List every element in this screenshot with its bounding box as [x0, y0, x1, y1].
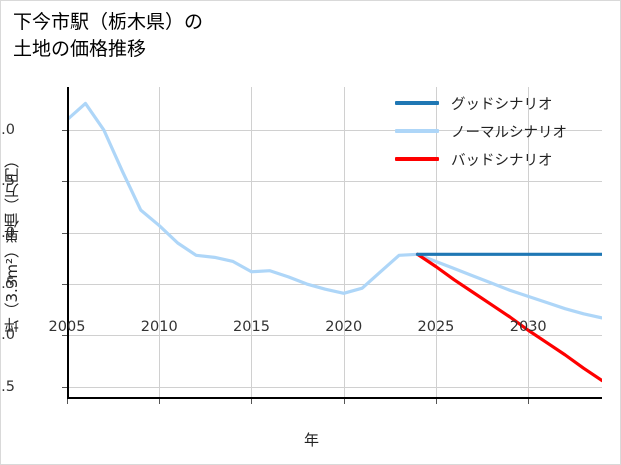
- x-axis-title: 年: [303, 431, 319, 449]
- y-tick-mark: [62, 335, 67, 336]
- legend-item[interactable]: ノーマルシナリオ: [395, 117, 610, 145]
- gridline-horizontal: [67, 181, 602, 182]
- legend-item[interactable]: グッドシナリオ: [395, 89, 610, 117]
- gridline-horizontal: [67, 284, 602, 285]
- y-tick-label: 8.0: [1, 122, 15, 139]
- x-tick-label: 2005: [48, 319, 86, 335]
- legend-color-swatch: [395, 129, 439, 133]
- gridline-horizontal: [67, 335, 602, 336]
- y-tick-mark: [62, 284, 67, 285]
- legend-color-swatch: [395, 101, 439, 105]
- y-tick-label: 6.0: [1, 327, 15, 344]
- series-line: [67, 101, 602, 320]
- gridline-horizontal: [67, 387, 602, 388]
- x-tick-label: 2015: [233, 319, 270, 335]
- data-lines: [67, 101, 602, 383]
- gridline-vertical: [436, 87, 437, 399]
- x-tick-mark: [159, 399, 160, 404]
- legend-item[interactable]: バッドシナリオ: [395, 145, 610, 173]
- x-tick-label: 2025: [417, 319, 455, 335]
- gridline-vertical: [344, 87, 345, 399]
- x-axis-spine: [67, 397, 602, 399]
- plot-background: [67, 87, 602, 399]
- plot-area: [62, 87, 602, 404]
- y-tick-mark: [62, 233, 67, 234]
- gridline-horizontal: [67, 233, 602, 234]
- chart-legend: グッドシナリオ ノーマルシナリオ バッドシナリオ: [395, 89, 610, 173]
- chart-title: 下今市駅（栃木県）の 土地の価格推移: [13, 11, 204, 60]
- y-tick-label: 5.5: [1, 378, 15, 395]
- y-tick-label: 7.0: [1, 224, 15, 241]
- x-tick-mark: [251, 399, 252, 404]
- x-tick-mark: [528, 399, 529, 404]
- x-tick-mark: [436, 399, 437, 404]
- gridline-vertical: [251, 87, 252, 399]
- legend-item-label: バッドシナリオ: [451, 152, 553, 169]
- x-tick-label: 2030: [509, 319, 547, 335]
- gridline-vertical: [159, 87, 160, 399]
- y-axis-spine: [67, 87, 69, 399]
- y-tick-label: 7.5: [1, 173, 15, 190]
- x-tick-mark: [344, 399, 345, 404]
- gridline-vertical: [528, 87, 529, 399]
- x-tick-label: 2010: [140, 319, 178, 335]
- x-tick-label: 2020: [325, 319, 363, 335]
- gridline-horizontal: [67, 130, 602, 131]
- legend-color-swatch: [395, 157, 439, 161]
- y-tick-mark: [62, 130, 67, 131]
- series-line: [415, 252, 602, 383]
- y-tick-label: 6.5: [1, 276, 15, 293]
- legend-item-label: ノーマルシナリオ: [451, 124, 567, 141]
- x-tick-mark: [67, 399, 68, 404]
- legend-item-label: グッドシナリオ: [451, 96, 553, 113]
- y-tick-mark: [62, 181, 67, 182]
- y-tick-mark: [62, 387, 67, 388]
